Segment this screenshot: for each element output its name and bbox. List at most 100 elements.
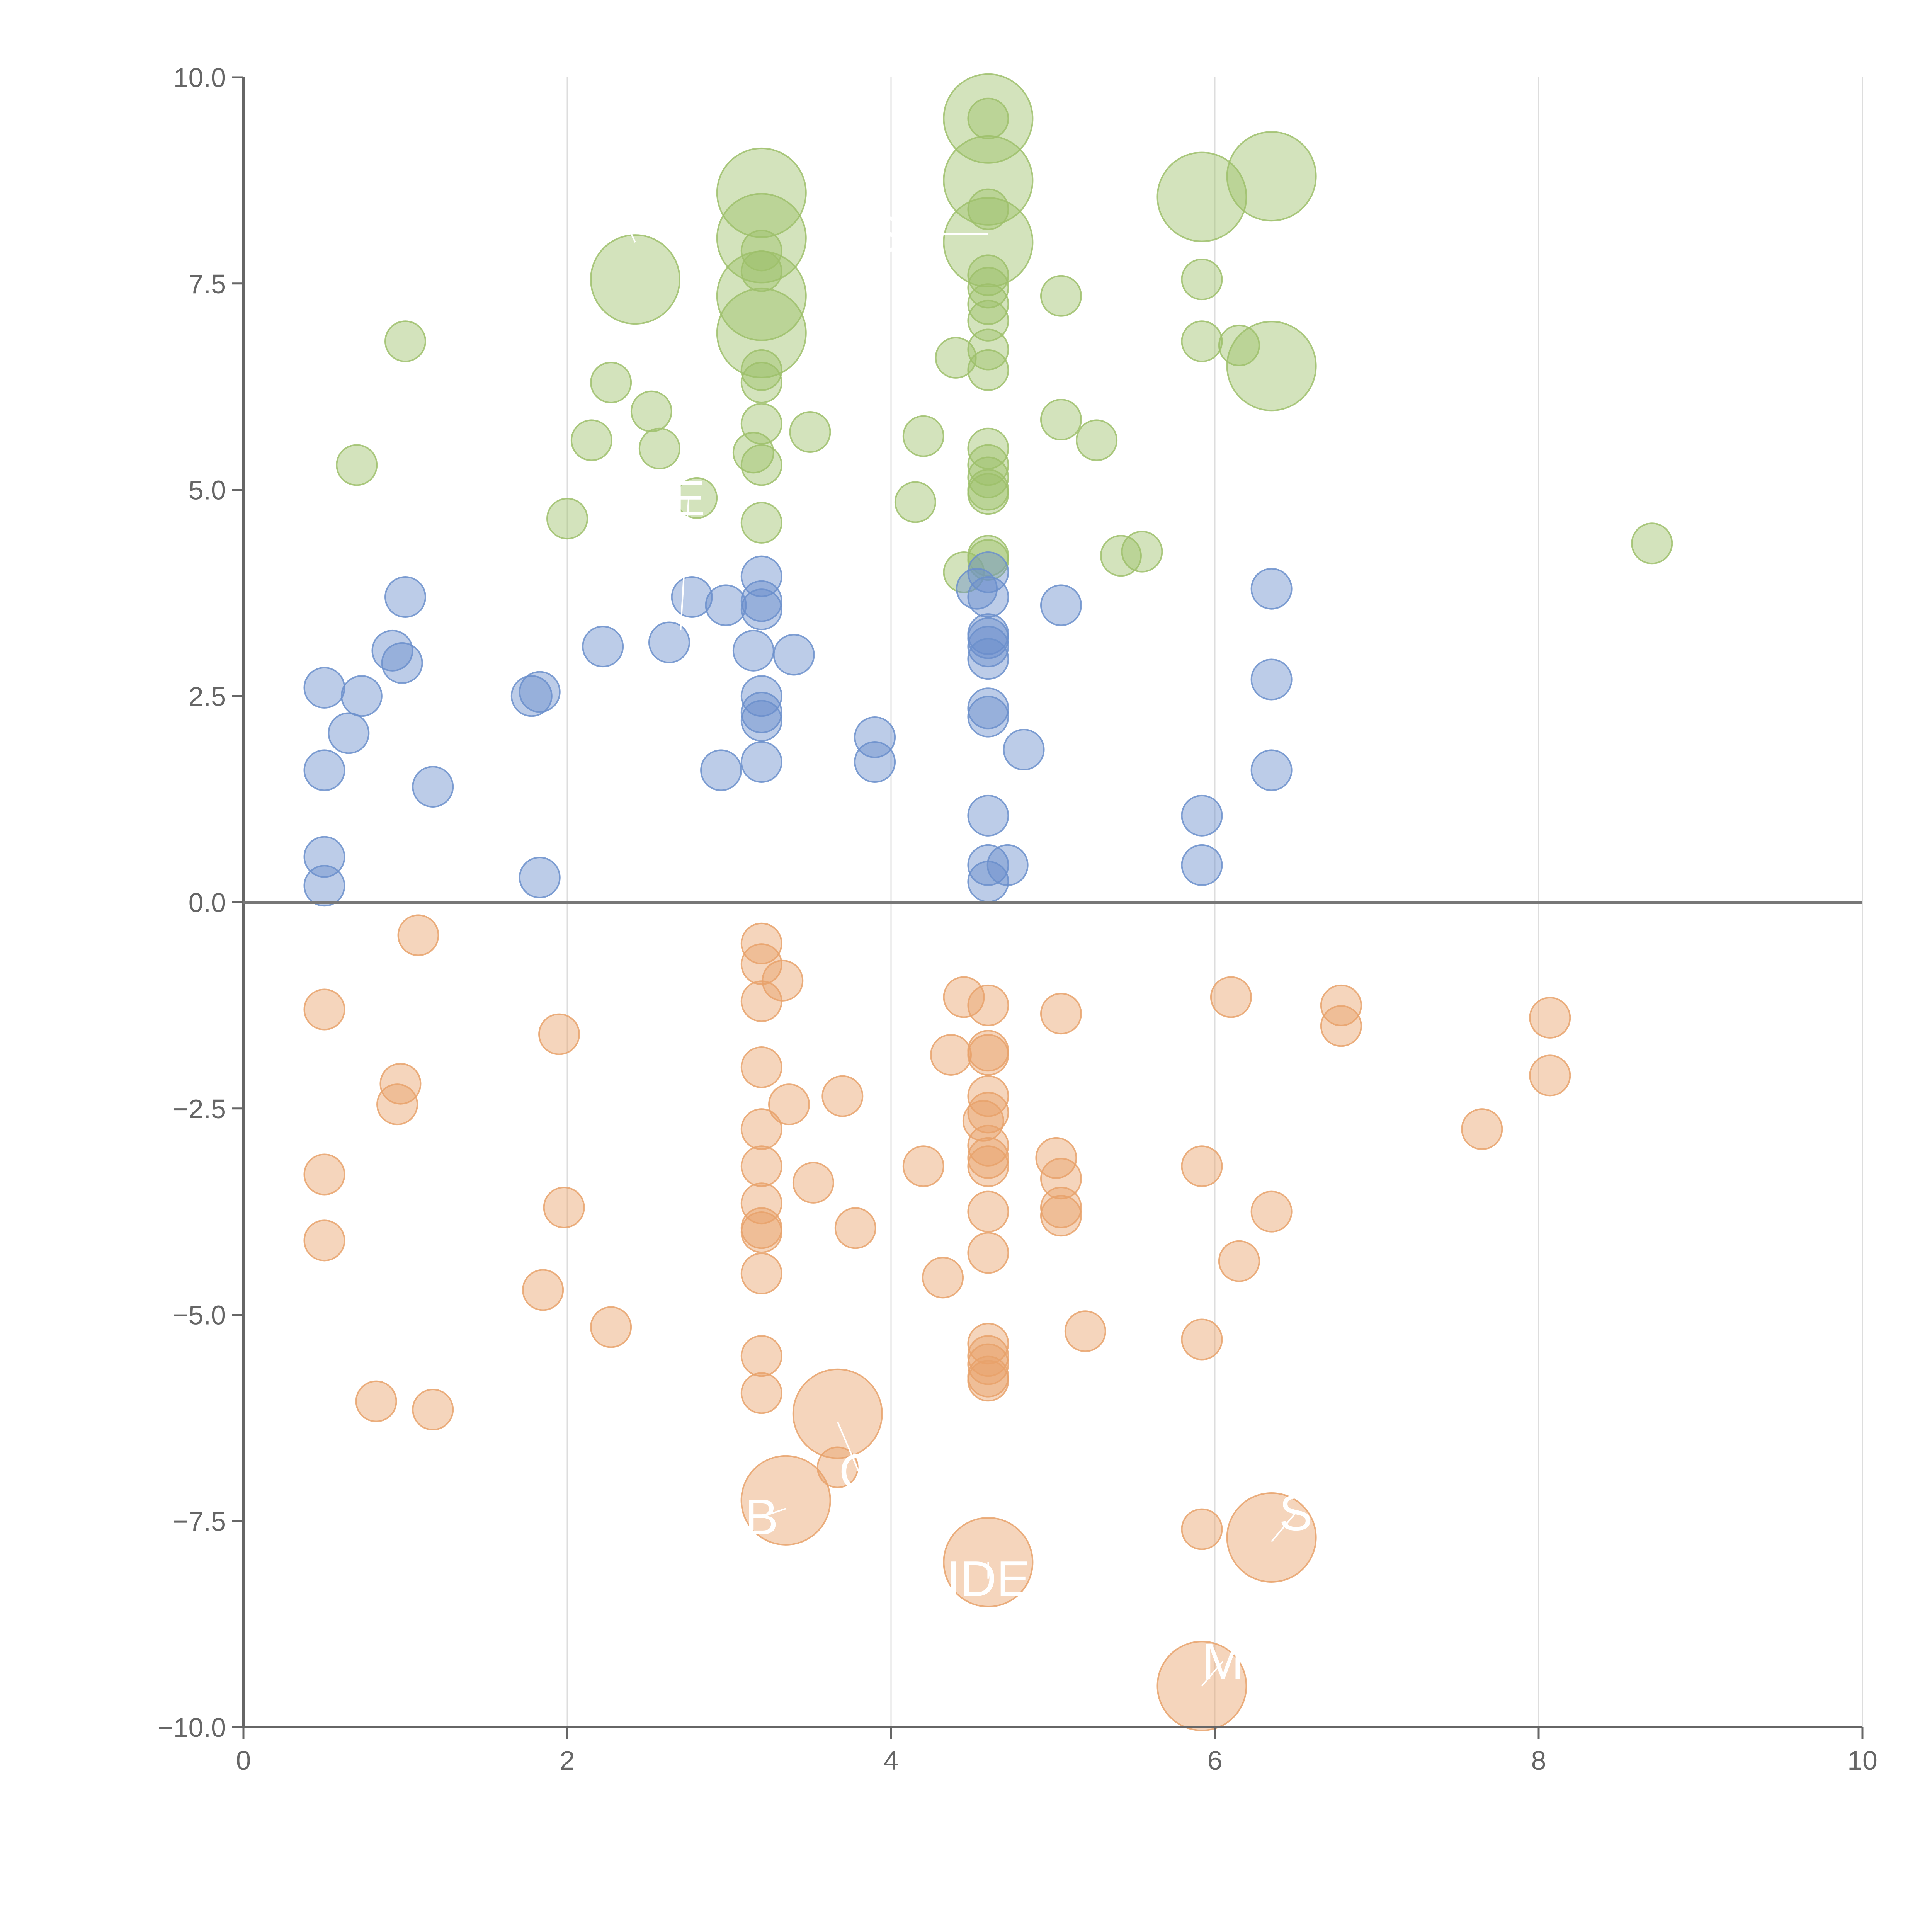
y-tick-label: −5.0 xyxy=(173,1300,226,1330)
bubble-orange xyxy=(740,980,782,1022)
bubble-orange xyxy=(379,1063,422,1105)
y-tick-label: 5.0 xyxy=(189,475,226,505)
x-tick-label: 10 xyxy=(1847,1745,1878,1776)
bubble-orange xyxy=(768,1083,810,1126)
bubble-green xyxy=(1181,259,1223,301)
bubble-green xyxy=(1156,151,1247,242)
bubble-orange xyxy=(792,1162,834,1204)
bubble-blue xyxy=(519,671,561,713)
bubble-orange xyxy=(1461,1108,1503,1150)
bubble-green xyxy=(967,188,1009,230)
bubble-green xyxy=(590,234,680,325)
bubble-green xyxy=(630,390,672,432)
bubble-orange xyxy=(902,1145,944,1187)
annotation-leader xyxy=(615,201,636,243)
bubble-green xyxy=(967,427,1009,469)
bubble-green xyxy=(967,539,1009,581)
bubble-orange xyxy=(967,1360,1009,1402)
bubble-blue xyxy=(1181,794,1223,837)
bubble-green xyxy=(1631,522,1673,565)
bubble-orange xyxy=(740,1046,782,1088)
bubble-green xyxy=(740,444,782,486)
bubble-orange xyxy=(590,1306,632,1348)
y-tick-label: 2.5 xyxy=(189,681,226,711)
bubble-blue xyxy=(740,588,782,631)
bubble-green xyxy=(1121,531,1163,573)
bubble-green xyxy=(638,427,680,469)
bubble-orange xyxy=(834,1207,876,1249)
annotation-label: SM xyxy=(869,206,945,262)
bubble-green xyxy=(1181,320,1223,362)
annotation-leader xyxy=(680,498,690,630)
bubble-blue xyxy=(854,741,896,783)
bubble-blue xyxy=(740,691,782,733)
bubble-orange xyxy=(1529,1054,1571,1097)
x-tick-label: 2 xyxy=(560,1745,575,1776)
bubble-orange xyxy=(740,1182,782,1225)
bubble-green xyxy=(546,498,588,540)
annotation-layer: FE SM E O B IDE M S xyxy=(584,173,1313,1689)
bubble-orange xyxy=(1035,1137,1077,1179)
bubble-blue xyxy=(740,555,782,597)
bubble-blue xyxy=(967,576,1009,618)
bubble-orange xyxy=(303,1153,345,1196)
bubble-orange xyxy=(740,1335,782,1377)
bubble-blue xyxy=(854,716,896,758)
y-tick-label: 7.5 xyxy=(189,269,226,299)
y-tick-label: 0.0 xyxy=(189,888,226,918)
bubble-green xyxy=(336,444,378,486)
bubble-orange xyxy=(967,1075,1009,1117)
bubble-blue xyxy=(519,856,561,898)
bubble-blue xyxy=(740,675,782,717)
bubble-green xyxy=(740,349,782,391)
bubble-green xyxy=(789,411,831,453)
bubble-orange xyxy=(1040,1158,1082,1200)
bubble-blue xyxy=(1040,584,1082,626)
bubble-green xyxy=(740,361,782,403)
bubble-orange xyxy=(538,1013,580,1055)
bubble-blue xyxy=(648,621,690,663)
bubble-green xyxy=(1100,535,1142,577)
bubble-orange xyxy=(967,1232,1009,1274)
bubble-green xyxy=(1226,321,1317,412)
annotation-label: IDE xyxy=(946,1551,1030,1607)
bubble-orange xyxy=(740,943,782,985)
bubble-orange xyxy=(967,1137,1009,1179)
bubble-orange xyxy=(740,1211,782,1253)
bubble-blue xyxy=(740,580,782,622)
bubble-orange xyxy=(355,1380,397,1422)
bubble-blue xyxy=(986,844,1029,886)
y-tick-label: −2.5 xyxy=(173,1094,226,1124)
bubble-green xyxy=(967,267,1009,309)
axes: 10.0 7.5 5.0 2.5 0.0 −2.5 −5.0 −7.5 −10.0 0 2 4 6 8 10 xyxy=(158,63,1878,1776)
bubble-green xyxy=(732,432,774,474)
bubble-green xyxy=(590,361,632,403)
x-tick-label: 4 xyxy=(884,1745,899,1776)
bubble-green xyxy=(943,73,1034,164)
bubble-blue xyxy=(303,865,345,907)
bubble-green xyxy=(676,477,718,519)
bubble-blue xyxy=(328,712,370,754)
bubble-green xyxy=(740,502,782,544)
bubble-green xyxy=(740,250,782,292)
annotation-label: M xyxy=(1202,1633,1244,1689)
bubble-orange xyxy=(1218,1240,1260,1282)
bubble-blue xyxy=(303,836,345,878)
bubble-green xyxy=(967,444,1009,486)
annotation-label: O xyxy=(839,1443,878,1500)
bubble-blue xyxy=(1250,568,1293,610)
bubble-green xyxy=(716,193,807,284)
bubble-orange xyxy=(303,1219,345,1262)
y-tick-label: −7.5 xyxy=(173,1506,226,1536)
bubble-green xyxy=(1226,131,1317,222)
bubble-blue xyxy=(340,675,383,717)
bubble-orange xyxy=(1064,1310,1106,1352)
bubble-orange xyxy=(740,1455,831,1546)
bubble-green xyxy=(716,287,807,378)
bubble-orange xyxy=(821,1075,864,1117)
bubble-orange xyxy=(1040,1186,1082,1228)
bubble-orange xyxy=(967,984,1009,1026)
bubble-blue xyxy=(705,584,747,626)
bubble-green xyxy=(740,403,782,445)
bubble-orange xyxy=(962,1100,1004,1142)
